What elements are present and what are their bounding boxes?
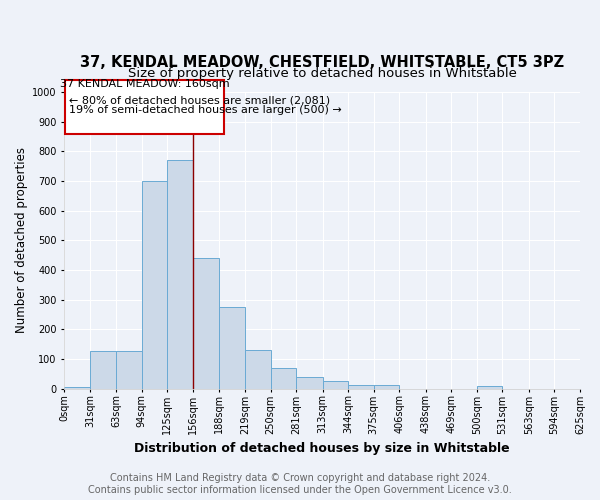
Bar	[348, 385, 374, 388]
X-axis label: Distribution of detached houses by size in Whitstable: Distribution of detached houses by size …	[134, 442, 510, 455]
Bar	[116, 351, 142, 389]
Y-axis label: Number of detached properties: Number of detached properties	[15, 148, 28, 334]
Bar	[193, 258, 220, 388]
Bar	[167, 160, 193, 388]
Title: 37, KENDAL MEADOW, CHESTFIELD, WHITSTABLE, CT5 3PZ: 37, KENDAL MEADOW, CHESTFIELD, WHITSTABL…	[80, 55, 564, 70]
Bar	[296, 378, 323, 388]
Bar	[65, 80, 224, 134]
Text: 19% of semi-detached houses are larger (500) →: 19% of semi-detached houses are larger (…	[69, 106, 342, 116]
Text: ← 80% of detached houses are smaller (2,081): ← 80% of detached houses are smaller (2,…	[69, 96, 331, 106]
Bar	[142, 181, 167, 388]
Text: 37 KENDAL MEADOW: 160sqm: 37 KENDAL MEADOW: 160sqm	[59, 79, 229, 89]
Bar	[90, 351, 116, 389]
Bar	[220, 307, 245, 388]
Bar	[374, 385, 400, 388]
Bar	[477, 386, 502, 388]
Text: Size of property relative to detached houses in Whitstable: Size of property relative to detached ho…	[128, 67, 517, 80]
Bar	[323, 382, 348, 388]
Bar	[271, 368, 296, 388]
Bar	[245, 350, 271, 389]
Text: Contains HM Land Registry data © Crown copyright and database right 2024.
Contai: Contains HM Land Registry data © Crown c…	[88, 474, 512, 495]
